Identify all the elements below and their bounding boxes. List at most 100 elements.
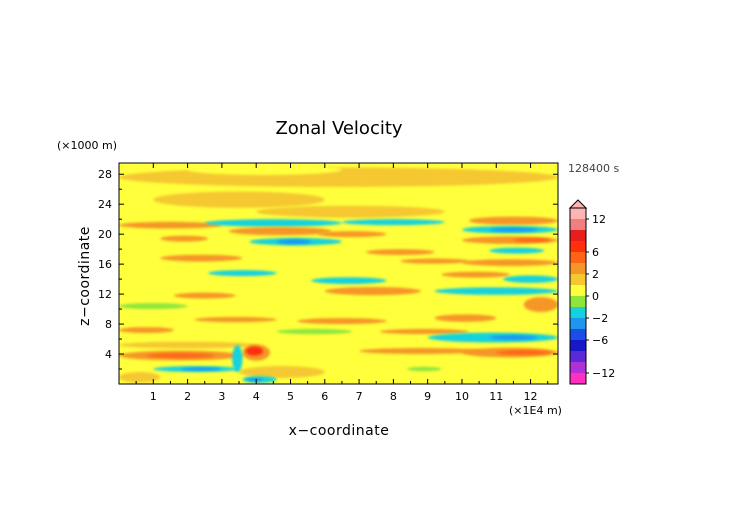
colorbar-tick-label: −12 xyxy=(592,367,615,380)
velocity-band xyxy=(119,341,257,349)
velocity-band xyxy=(489,227,538,232)
velocity-band xyxy=(523,297,558,313)
colorbar-tick-label: 6 xyxy=(592,246,599,259)
velocity-band xyxy=(461,259,558,267)
velocity-band xyxy=(407,366,442,372)
x-tick-label: 8 xyxy=(390,390,397,403)
y-tick-label: 20 xyxy=(98,228,112,241)
velocity-band xyxy=(160,254,243,262)
velocity-band xyxy=(204,219,342,227)
velocity-band xyxy=(503,275,558,283)
x-tick-label: 7 xyxy=(356,390,363,403)
x-unit-label: (×1E4 m) xyxy=(509,404,562,417)
velocity-band xyxy=(434,287,558,295)
y-tick-label: 12 xyxy=(98,288,112,301)
x-axis-ticks: 1 2 3 4 5 6 7 8 9 10 11 12 xyxy=(135,163,549,403)
x-axis-label: x−coordinate xyxy=(289,423,390,439)
velocity-band xyxy=(119,372,161,383)
colorbar-swatch xyxy=(570,241,586,252)
velocity-band xyxy=(276,239,312,244)
colorbar-swatch xyxy=(570,285,586,296)
velocity-band xyxy=(208,270,277,277)
velocity-band xyxy=(513,238,552,243)
colorbar-swatch xyxy=(570,329,586,340)
velocity-band xyxy=(276,328,353,335)
velocity-band xyxy=(441,271,510,278)
y-tick-label: 28 xyxy=(98,168,112,181)
velocity-band xyxy=(317,231,387,238)
velocity-band xyxy=(434,314,497,322)
y-axis-label: z−coordinate xyxy=(77,226,93,326)
velocity-band xyxy=(496,350,552,355)
colorbar-tick-label: 2 xyxy=(592,268,599,281)
velocity-band xyxy=(228,227,332,236)
time-label: 128400 s xyxy=(568,162,619,175)
velocity-field xyxy=(119,164,558,383)
colorbar: 12 6 2 0 −2 −6 −12 xyxy=(568,199,615,385)
velocity-band xyxy=(187,164,342,175)
x-tick-label: 6 xyxy=(321,390,328,403)
x-tick-label: 2 xyxy=(184,390,191,403)
y-tick-label: 16 xyxy=(98,258,112,271)
colorbar-swatch xyxy=(570,208,586,219)
chart-title: Zonal Velocity xyxy=(275,118,402,139)
x-tick-label: 12 xyxy=(524,390,538,403)
y-unit-label: (×1000 m) xyxy=(57,139,117,152)
colorbar-tick-label: 12 xyxy=(592,213,606,226)
colorbar-swatch xyxy=(570,307,586,318)
x-tick-label: 1 xyxy=(150,390,157,403)
x-tick-label: 9 xyxy=(424,390,431,403)
colorbar-swatch xyxy=(570,219,586,230)
colorbar-swatch xyxy=(570,263,586,274)
velocity-band xyxy=(146,353,216,358)
colorbar-swatch xyxy=(570,252,586,263)
x-tick-label: 5 xyxy=(287,390,294,403)
velocity-band xyxy=(297,318,387,325)
velocity-band xyxy=(256,205,445,218)
velocity-band xyxy=(359,348,483,355)
colorbar-swatch xyxy=(570,318,586,329)
colorbar-swatch xyxy=(570,351,586,362)
velocity-band xyxy=(119,221,222,229)
x-tick-label: 11 xyxy=(489,390,503,403)
velocity-band xyxy=(365,249,435,256)
colorbar-tick-label: −2 xyxy=(592,312,608,325)
velocity-band xyxy=(232,345,243,373)
velocity-band xyxy=(180,367,222,371)
velocity-band xyxy=(245,378,264,382)
colorbar-swatch xyxy=(570,362,586,373)
velocity-band xyxy=(400,258,469,264)
y-axis-ticks: 4 8 12 16 20 24 28 xyxy=(98,168,558,370)
colorbar-swatch xyxy=(570,296,586,307)
velocity-band xyxy=(119,303,188,310)
velocity-band xyxy=(324,286,421,296)
y-tick-label: 8 xyxy=(105,318,112,331)
colorbar-tick-label: 0 xyxy=(592,290,599,303)
velocity-band xyxy=(173,292,236,299)
velocity-band xyxy=(245,346,264,356)
velocity-band xyxy=(160,235,209,242)
velocity-band xyxy=(489,247,545,254)
plot-frame xyxy=(118,162,559,385)
y-tick-label: 24 xyxy=(98,198,112,211)
colorbar-swatch xyxy=(570,373,586,384)
velocity-band xyxy=(311,277,387,284)
velocity-band xyxy=(194,316,277,323)
colorbar-tick-label: −6 xyxy=(592,334,608,347)
velocity-band xyxy=(153,191,325,208)
velocity-band xyxy=(119,327,174,334)
velocity-band xyxy=(468,216,558,225)
x-tick-label: 10 xyxy=(455,390,469,403)
velocity-band xyxy=(489,335,538,340)
colorbar-swatch xyxy=(570,340,586,351)
colorbar-swatch xyxy=(570,230,586,241)
x-tick-label: 3 xyxy=(218,390,225,403)
velocity-band xyxy=(341,219,445,226)
colorbar-extend-arrow xyxy=(568,199,588,209)
velocity-band xyxy=(239,366,325,379)
velocity-band xyxy=(461,236,558,244)
y-tick-label: 4 xyxy=(105,348,112,361)
velocity-band xyxy=(379,328,469,335)
x-tick-label: 4 xyxy=(253,390,260,403)
